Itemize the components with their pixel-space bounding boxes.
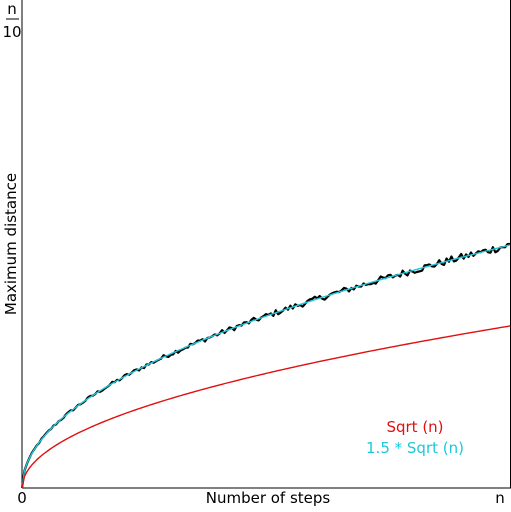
x-axis-label: Number of steps — [206, 489, 331, 507]
x-tick-label-0: 0 — [17, 489, 27, 507]
series-line-sqrt-n — [22, 326, 510, 488]
legend-entry-sqrt: Sqrt (n) — [386, 418, 443, 436]
x-tick-label-n: n — [495, 489, 505, 507]
y-tick-denominator: 10 — [2, 23, 21, 41]
y-axis-label: Maximum distance — [2, 173, 20, 315]
y-tick-numerator: n — [7, 0, 17, 18]
legend-entry-1-5-sqrt: 1.5 * Sqrt (n) — [366, 439, 464, 457]
